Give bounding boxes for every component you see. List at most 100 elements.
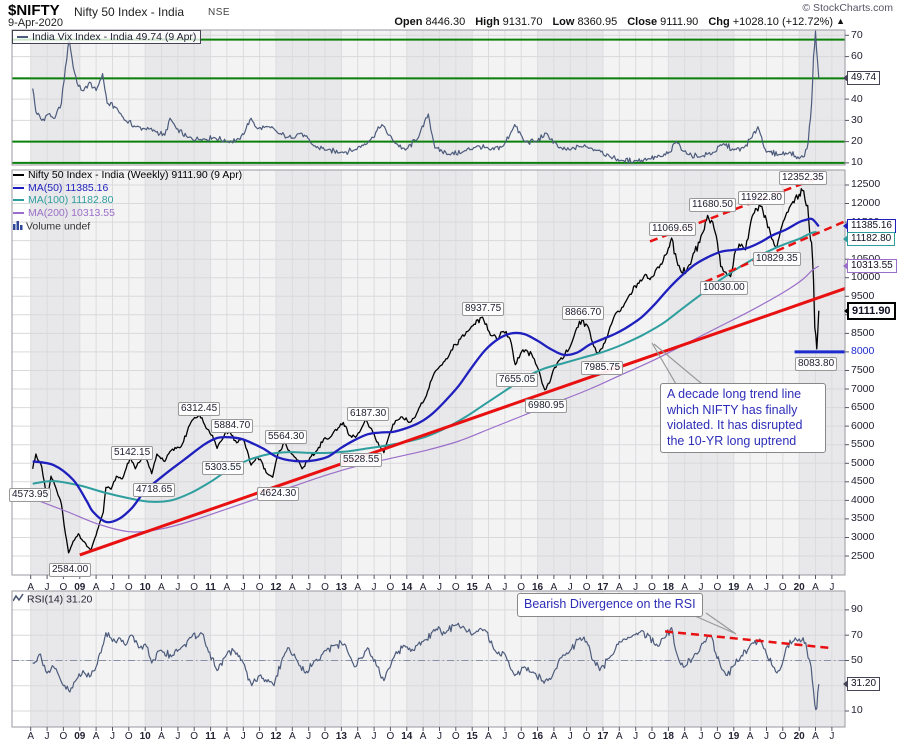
main-x-tick-label: J xyxy=(44,582,50,593)
price-label: 11069.65 xyxy=(649,222,696,236)
main-x-tick-label: J xyxy=(633,582,639,593)
price-label: 10030.00 xyxy=(700,281,748,295)
rsi-x-tick-label: A xyxy=(812,731,819,742)
main-x-tick-label: A xyxy=(746,582,754,593)
main-x-tick-label: A xyxy=(92,582,100,593)
main-x-tick-label: A xyxy=(615,582,623,593)
rsi-x-tick-label: 11 xyxy=(205,731,216,742)
symbol-label: $NIFTY xyxy=(8,2,60,19)
price-label: 5564.30 xyxy=(265,430,308,444)
price-label: 6980.95 xyxy=(525,399,568,413)
rsi-x-tick-label: J xyxy=(567,731,573,742)
main-y-tick-label: 5000 xyxy=(851,456,875,469)
rsi-x-tick-label: 17 xyxy=(597,731,609,742)
rsi-y-tick-label: 90 xyxy=(851,603,863,616)
rsi-panel xyxy=(12,591,845,727)
axis-value-box-9111.90: 9111.90 xyxy=(844,301,896,320)
up-arrow-icon: ▲ xyxy=(836,16,845,26)
main-x-tick-label: J xyxy=(567,582,573,593)
main-x-tick-label: 16 xyxy=(531,582,544,593)
rsi-x-tick-label: J xyxy=(436,731,442,742)
axis-value-box-11182.80: 11182.80 xyxy=(843,232,896,247)
rsi-indicator-icon xyxy=(12,593,24,606)
rsi-x-tick-label: 19 xyxy=(728,731,740,742)
ohlc-row: Open 8446.30 High 9131.70 Low 8360.95 Close… xyxy=(394,16,845,28)
callout-line xyxy=(705,612,737,635)
main-y-tick-label: 5500 xyxy=(851,438,875,451)
axis-arrow-icon xyxy=(844,306,849,315)
main-series-0 xyxy=(32,188,820,554)
main-x-tick-label: 17 xyxy=(597,582,609,593)
vix-y-tick-label: 30 xyxy=(851,113,863,126)
legend-label: Nifty 50 Index - India (Weekly) 9111.90 … xyxy=(28,169,243,181)
chart-header: $NIFTY Nifty 50 Index - India NSE © Stoc… xyxy=(0,0,900,30)
rsi-x-tick-label: J xyxy=(502,731,508,742)
legend-row-2: MA(100) 11182.80 xyxy=(13,195,242,206)
rsi-x-tick-label: J xyxy=(175,731,181,742)
rsi-x-tick-label: A xyxy=(419,731,427,742)
date-label: 9-Apr-2020 xyxy=(8,17,64,29)
main-x-tick-label: J xyxy=(502,582,508,593)
rsi-x-tick-label: A xyxy=(681,731,689,742)
rsi-x-tick-label: 15 xyxy=(466,731,478,742)
rsi-x-tick-label: 16 xyxy=(531,731,544,742)
rsi-x-tick-label: 18 xyxy=(662,731,674,742)
main-y-tick-label: 12000 xyxy=(851,197,881,210)
price-label: 7655.05 xyxy=(496,373,539,387)
rsi-x-tick-label: O xyxy=(59,731,68,742)
vix-y-tick-label: 10 xyxy=(851,156,863,169)
10-yr-uptrend xyxy=(79,286,845,557)
price-label: 5528.55 xyxy=(340,453,383,467)
main-x-tick-label: O xyxy=(451,582,460,593)
rsi-x-tick-label: O xyxy=(190,731,199,742)
rsi-value-box: 31.20 xyxy=(843,677,881,692)
main-x-tick-label: J xyxy=(240,582,246,593)
rsi-x-tick-label: O xyxy=(582,731,591,742)
price-label: 7985.75 xyxy=(581,361,624,375)
axis-arrow-icon xyxy=(843,222,848,231)
price-label: 5884.70 xyxy=(211,419,254,433)
main-x-tick-label: O xyxy=(386,582,395,593)
rsi-x-tick-label: 09 xyxy=(74,731,86,742)
main-x-tick-label: O xyxy=(59,582,68,593)
vix-y-tick-label: 70 xyxy=(851,28,863,41)
vix-series-0 xyxy=(32,30,820,164)
main-x-tick-label: O xyxy=(517,582,526,593)
rsi-x-tick-label: A xyxy=(158,731,165,742)
rsi-x-tick-label: O xyxy=(517,731,526,742)
price-label: 8937.75 xyxy=(462,302,505,316)
main-y-tick-label: 4500 xyxy=(851,475,875,488)
main-x-tick-label: 15 xyxy=(466,582,478,593)
main-y-tick-label: 8000 xyxy=(851,345,875,358)
main-y-tick-label: 3000 xyxy=(851,530,875,543)
main-x-tick-label: A xyxy=(158,582,165,593)
rsi-x-tick-label: 10 xyxy=(139,731,151,742)
main-y-tick-label: 6000 xyxy=(851,419,875,432)
rsi-x-tick-label: O xyxy=(713,731,722,742)
rsi-x-tick-label: J xyxy=(109,731,115,742)
rsi-x-tick-label: A xyxy=(223,731,231,742)
main-x-tick-label: J xyxy=(371,582,377,593)
price-label: 5303.55 xyxy=(202,461,245,475)
axis-arrow-icon xyxy=(843,680,848,689)
line-sample-icon xyxy=(13,186,24,189)
main-y-tick-label: 10500 xyxy=(851,253,880,265)
main-x-tick-label: A xyxy=(550,582,558,593)
axis-value-box-10313.55: 10313.55 xyxy=(843,259,897,274)
open-stat: Open 8446.30 xyxy=(394,16,466,28)
main-y-tick-label: 4000 xyxy=(851,493,875,506)
exchange-label: NSE xyxy=(208,7,231,18)
price-label: 2584.00 xyxy=(49,563,92,577)
rsi-x-tick-label: O xyxy=(386,731,395,742)
main-x-tick-label: O xyxy=(582,582,591,593)
price-label: 5142.15 xyxy=(111,446,154,460)
legend-label: Volume undef xyxy=(26,220,91,233)
low-stat: Low 8360.95 xyxy=(552,16,618,28)
vix-legend: India Vix Index - India 49.74 (9 Apr) xyxy=(12,30,202,44)
main-x-tick-label: 10 xyxy=(139,582,151,593)
rsi-x-tick-label: J xyxy=(44,731,50,742)
main-series-3 xyxy=(32,217,820,524)
main-x-tick-label: A xyxy=(27,582,35,593)
rsi-x-tick-label: A xyxy=(354,731,362,742)
main-x-tick-label: O xyxy=(713,582,722,593)
